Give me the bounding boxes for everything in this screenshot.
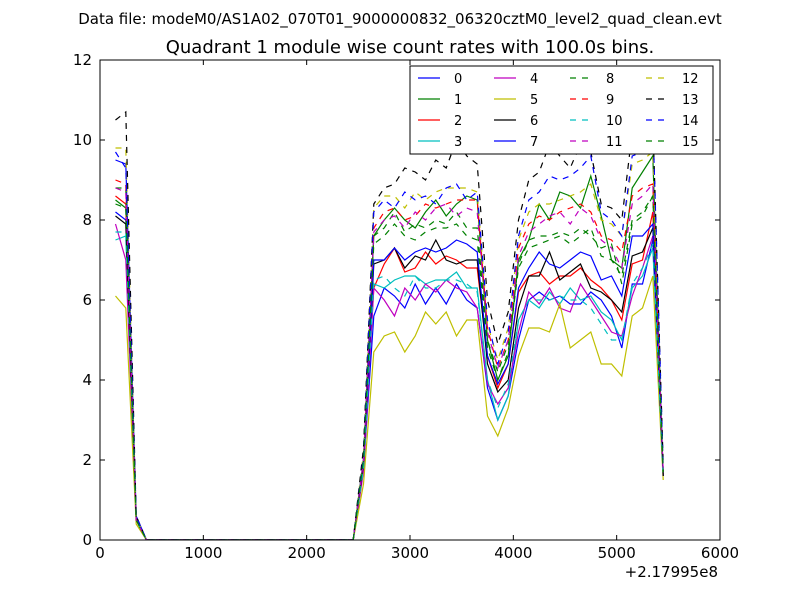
legend-label-3: 3 xyxy=(454,135,462,150)
y-tick-label: 4 xyxy=(82,371,92,389)
y-tick-label: 2 xyxy=(82,451,92,469)
legend-label-9: 9 xyxy=(606,93,614,108)
y-tick-label: 6 xyxy=(82,291,92,309)
series-line-11 xyxy=(115,182,664,540)
series-line-4 xyxy=(114,223,664,540)
series-line-3 xyxy=(115,235,664,540)
chart-title: Quadrant 1 module wise count rates with … xyxy=(166,37,655,58)
suptitle: Data file: modeM0/AS1A02_070T01_90000008… xyxy=(78,10,722,29)
series-line-7 xyxy=(115,159,664,540)
legend-label-2: 2 xyxy=(454,114,462,129)
legend-label-11: 11 xyxy=(606,135,623,150)
legend-label-10: 10 xyxy=(606,114,623,129)
legend-label-7: 7 xyxy=(530,135,538,150)
series-line-12 xyxy=(115,147,664,540)
y-tick-label: 0 xyxy=(82,531,92,549)
legend-label-14: 14 xyxy=(682,114,699,129)
series-line-1 xyxy=(115,154,664,540)
legend-box xyxy=(409,65,714,155)
y-tick-label: 10 xyxy=(73,131,92,149)
legend-label-8: 8 xyxy=(606,72,614,87)
series-line-5 xyxy=(115,275,664,540)
x-tick-label: 3000 xyxy=(391,544,429,562)
legend-label-15: 15 xyxy=(682,135,699,150)
series-line-14 xyxy=(114,119,664,540)
series-line-10 xyxy=(115,231,664,540)
x-tick-label: 0 xyxy=(95,544,105,562)
legend-label-12: 12 xyxy=(682,72,699,87)
legend-label-1: 1 xyxy=(454,93,462,108)
y-tick-label: 8 xyxy=(82,211,92,229)
series-line-13 xyxy=(115,110,664,540)
x-tick-label: 5000 xyxy=(598,544,636,562)
series-line-0 xyxy=(115,211,664,540)
x-tick-label: 1000 xyxy=(184,544,222,562)
x-offset-label: +2.17995e8 xyxy=(625,563,718,581)
x-tick-label: 4000 xyxy=(494,544,532,562)
series-layer xyxy=(114,110,664,540)
legend-label-13: 13 xyxy=(682,93,699,108)
x-tick-label: 6000 xyxy=(701,544,739,562)
series-line-2 xyxy=(115,195,664,540)
legend-label-5: 5 xyxy=(530,93,538,108)
x-tick-label: 2000 xyxy=(288,544,326,562)
legend-label-4: 4 xyxy=(530,72,538,87)
legend-label-6: 6 xyxy=(530,114,538,129)
legend-label-0: 0 xyxy=(454,72,462,87)
series-line-9 xyxy=(115,179,664,540)
y-tick-label: 12 xyxy=(73,51,92,69)
